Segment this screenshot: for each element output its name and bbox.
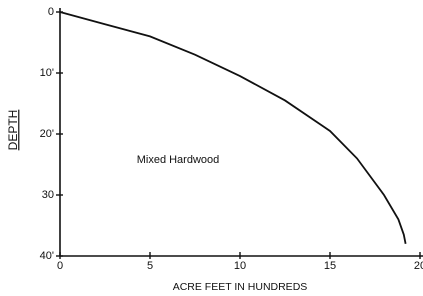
- annotation: Mixed Hardwood: [137, 154, 220, 166]
- x-tick-label: 20: [414, 260, 423, 272]
- y-tick-label: 20': [40, 128, 54, 140]
- depth-curve: [60, 12, 406, 244]
- chart: DEPTH ACRE FEET IN HUNDREDS Mixed Hardwo…: [0, 0, 423, 296]
- x-tick-label: 5: [147, 260, 153, 272]
- page: DEPTH ACRE FEET IN HUNDREDS Mixed Hardwo…: [0, 0, 423, 296]
- x-tick-label: 15: [324, 260, 336, 272]
- y-tick-label: 0: [48, 6, 54, 18]
- y-axis-title: DEPTH: [6, 110, 20, 151]
- x-tick-label: 10: [234, 260, 246, 272]
- y-tick-label: 30: [42, 189, 54, 201]
- y-tick-label: 40': [40, 250, 54, 262]
- x-axis-title: ACRE FEET IN HUNDREDS: [173, 281, 308, 293]
- y-tick-label: 10': [40, 67, 54, 79]
- x-tick-label: 0: [57, 260, 63, 272]
